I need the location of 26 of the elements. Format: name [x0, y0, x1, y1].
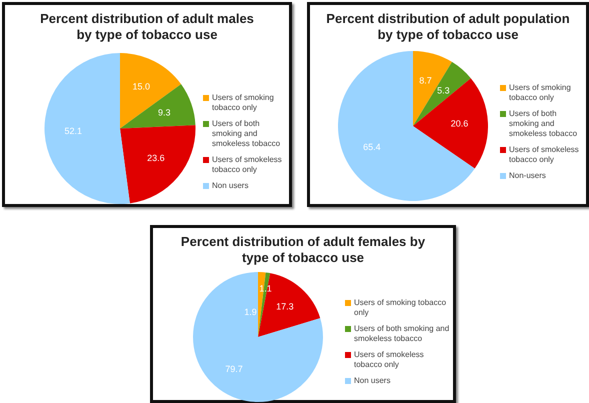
legend-label: Users of smoking tobacco only	[509, 83, 572, 103]
legend-label: Users of both smoking and smokeless tobacco	[509, 109, 578, 139]
legend-label: Users of smokeless tobacco only	[212, 155, 283, 175]
legend-label: Users of smoking tobacco only	[354, 298, 448, 318]
data-label: 15.0	[132, 81, 150, 92]
chart-title: Percent distribution of adult population by type of tobacco use	[325, 11, 571, 43]
legend-label: Users of smokeless tobacco only	[354, 350, 425, 370]
legend-label: Non users	[354, 376, 390, 386]
data-label: 65.4	[363, 142, 381, 152]
data-label: 20.6	[450, 118, 468, 128]
legend-label: Non users	[212, 181, 248, 191]
legend-label: Non-users	[509, 171, 546, 181]
data-label: 17.3	[276, 302, 294, 312]
chart-title: Percent distribution of adult males by type of tobacco use	[39, 11, 255, 43]
data-label: 1.9	[244, 306, 257, 317]
data-label: 9.3	[158, 108, 170, 118]
data-label: 23.6	[147, 153, 165, 164]
legend-label: Users of smokeless tobacco only	[509, 145, 580, 165]
chart-title: Percent distribution of adult females by type of tobacco use	[180, 234, 426, 266]
legend-label: Users of both smoking and smokeless tobacco	[354, 324, 450, 344]
data-label: 8.7	[419, 76, 432, 86]
legend-label: Users of both smoking and smokeless tobacco	[212, 119, 282, 149]
data-label: 5.3	[437, 85, 450, 96]
data-label: 79.7	[225, 364, 243, 374]
legend-label: Users of smoking tobacco only	[212, 93, 275, 113]
data-label: 52.1	[64, 126, 82, 136]
